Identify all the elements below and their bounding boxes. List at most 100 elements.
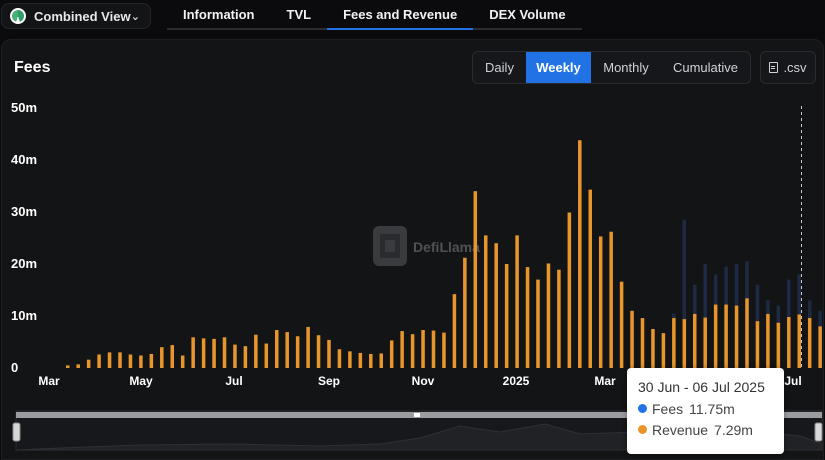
revenue-bar[interactable] [557,269,561,368]
revenue-bar[interactable] [619,281,624,368]
revenue-bar[interactable] [713,304,718,368]
revenue-bar[interactable] [212,338,216,368]
revenue-bar[interactable] [734,305,739,368]
revenue-bar[interactable] [640,318,645,368]
revenue-bar[interactable] [421,330,425,368]
revenue-bar[interactable] [128,354,133,368]
revenue-bar[interactable] [588,189,593,368]
revenue-bar[interactable] [316,335,321,368]
revenue-bar[interactable] [567,212,572,368]
revenue-bar[interactable] [672,318,676,368]
revenue-bar[interactable] [306,326,310,368]
revenue-bar[interactable] [233,344,237,368]
revenue-bar[interactable] [598,236,603,368]
revenue-bar[interactable] [484,235,488,368]
x-tick-label: Sep [318,374,340,388]
revenue-bar[interactable] [66,365,70,368]
csv-label: .csv [783,60,807,75]
revenue-bar[interactable] [431,330,436,368]
revenue-bar[interactable] [797,314,802,368]
fees-bar[interactable] [703,264,707,368]
revenue-bar[interactable] [609,231,613,368]
revenue-bar[interactable] [651,329,655,368]
revenue-bar[interactable] [546,263,551,368]
revenue-bar[interactable] [243,346,248,368]
revenue-bar[interactable] [254,334,258,368]
watermark-text: DefiLlama [413,239,480,255]
revenue-bar[interactable] [379,353,384,368]
revenue-bar[interactable] [703,317,707,368]
revenue-bar[interactable] [473,191,478,368]
revenue-bar[interactable] [76,364,80,368]
tab-tvl[interactable]: TVL [270,0,328,30]
x-tick-label: Nov [412,374,435,388]
revenue-bar[interactable] [776,322,781,368]
revenue-bar[interactable] [180,355,185,368]
revenue-bar[interactable] [745,298,749,368]
revenue-bar[interactable] [442,332,446,368]
revenue-bar[interactable] [275,330,279,368]
revenue-bar[interactable] [755,321,760,368]
revenue-bar[interactable] [661,333,666,368]
view-selector-label: Combined View [34,8,131,24]
revenue-bar[interactable] [504,264,509,368]
revenue-bar[interactable] [295,336,300,368]
x-axis: MarMayJulSepNov2025MarMayJul [38,374,801,388]
section-tabs: Information TVL Fees and Revenue DEX Vol… [167,0,582,30]
revenue-bar[interactable] [515,235,519,368]
revenue-bar[interactable] [766,313,770,368]
revenue-bar[interactable] [222,337,227,368]
revenue-bar[interactable] [97,354,101,368]
revenue-bar[interactable] [630,310,634,368]
x-tick-label: May [129,374,153,388]
watermark: DefiLlama [373,226,480,266]
tab-information[interactable]: Information [167,0,271,30]
revenue-bar[interactable] [118,352,122,368]
revenue-bar[interactable] [264,343,269,368]
y-axis: 0 10m 20m 30m 40m 50m [11,100,37,375]
y-tick-label: 10m [11,308,37,323]
revenue-bar[interactable] [348,351,352,368]
revenue-bar[interactable] [107,352,112,368]
revenue-bar[interactable] [160,347,164,368]
revenue-bar[interactable] [578,140,582,368]
period-weekly-button[interactable]: Weekly [526,52,591,83]
revenue-bar[interactable] [400,331,404,368]
revenue-bar[interactable] [327,339,331,368]
revenue-bar[interactable] [682,319,687,368]
slider-right-handle[interactable] [814,422,823,442]
revenue-bar[interactable] [536,279,540,368]
revenue-bar[interactable] [86,359,91,368]
view-selector[interactable]: Combined View ⌄ [1,3,151,29]
slider-left-handle[interactable] [12,422,21,442]
revenue-bar[interactable] [724,304,728,368]
period-cumulative-button[interactable]: Cumulative [672,60,739,75]
revenue-bar[interactable] [358,352,363,368]
revenue-bar[interactable] [139,355,143,368]
revenue-bar[interactable] [494,243,498,368]
revenue-bar[interactable] [807,318,812,368]
revenue-bar[interactable] [463,257,467,368]
tab-fees-and-revenue[interactable]: Fees and Revenue [327,0,474,30]
revenue-bar[interactable] [525,267,530,368]
revenue-bar[interactable] [693,313,697,368]
revenue-bar[interactable] [787,317,791,368]
revenue-bar[interactable] [452,294,457,368]
period-monthly-button[interactable]: Monthly [603,60,649,75]
watermark-logo-mark [380,234,400,258]
period-daily-button[interactable]: Daily [485,60,514,75]
revenue-bar[interactable] [818,326,822,368]
chart-tooltip: 30 Jun - 06 Jul 2025 Fees 11.75m Revenue… [627,368,784,454]
revenue-bar[interactable] [149,353,154,368]
revenue-bar[interactable] [191,337,195,368]
csv-download-button[interactable]: .csv [760,51,816,84]
tab-dex-volume[interactable]: DEX Volume [473,0,582,30]
revenue-bar[interactable] [337,349,342,368]
fees-bar[interactable] [682,219,687,368]
revenue-bar[interactable] [170,345,175,368]
revenue-bar[interactable] [369,353,373,368]
revenue-bar[interactable] [410,334,415,368]
revenue-bar[interactable] [389,340,394,368]
revenue-bar[interactable] [201,338,206,368]
revenue-bar[interactable] [285,332,289,368]
